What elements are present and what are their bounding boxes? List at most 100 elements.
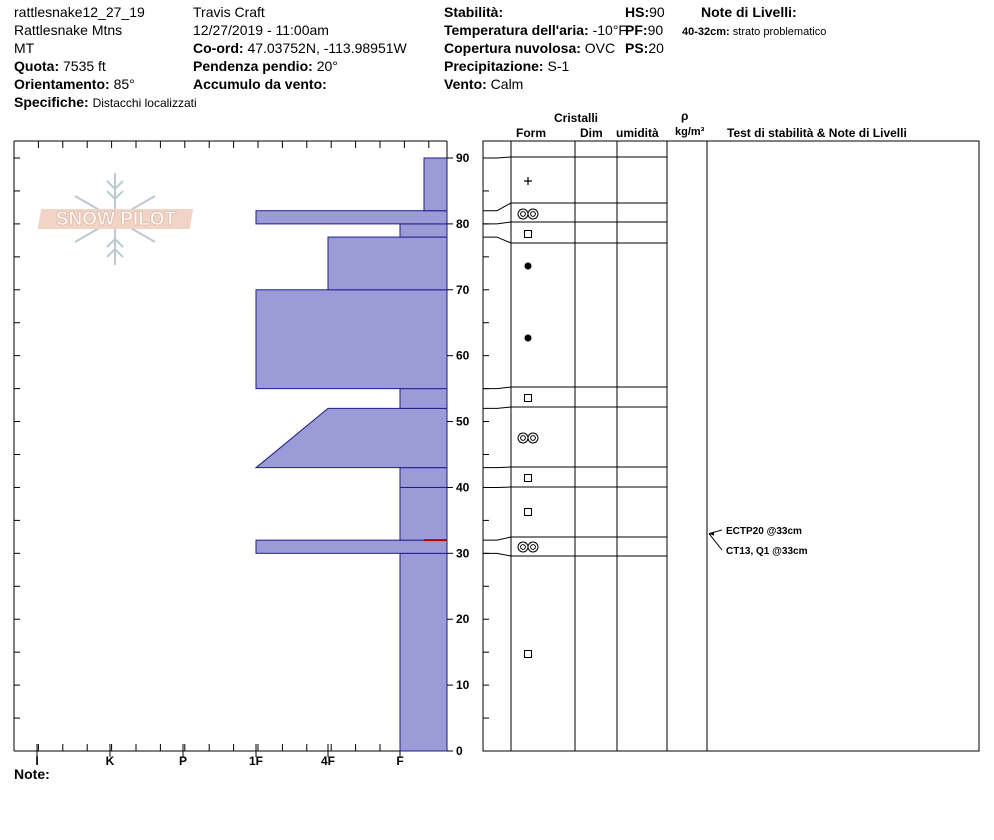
grain-symbol-rg xyxy=(524,334,532,342)
grain-symbol-sh-inner xyxy=(520,211,526,217)
grain-layer-boundary xyxy=(483,406,667,409)
wind-value: Calm xyxy=(490,76,524,92)
ps: PS:20 xyxy=(625,40,664,56)
hardness-layer xyxy=(399,552,448,752)
depth-label: 40 xyxy=(456,480,470,494)
mountain-range: Rattlesnake Mtns xyxy=(14,22,123,38)
col-tests: Test di stabilità & Note di Livelli xyxy=(727,126,907,140)
aspect-value: 85° xyxy=(113,76,135,92)
depth-label: 10 xyxy=(456,678,470,692)
hardness-label-I: I xyxy=(35,754,38,768)
col-dim: Dim xyxy=(580,126,603,140)
depth-label: 50 xyxy=(456,415,470,429)
col-density-unit: kg/m³ xyxy=(675,126,705,138)
hardness-layer xyxy=(399,388,448,409)
elevation: Quota: 7535 ft xyxy=(14,58,106,74)
layer-note-text: strato problematico xyxy=(732,26,827,38)
depth-label: 80 xyxy=(456,217,470,231)
air-temp: Temperatura dell'aria: -10°F xyxy=(444,22,627,38)
slope-value: 20° xyxy=(316,58,338,74)
depth-label: 20 xyxy=(456,612,470,626)
wind-label: Vento: xyxy=(444,76,487,92)
stability-test-leader xyxy=(708,533,723,551)
ps-label: PS: xyxy=(625,40,649,56)
air-temp-label: Temperatura dell'aria: xyxy=(444,22,589,38)
coord-label: Co-ord: xyxy=(193,40,244,56)
grain-symbol-sh-inner xyxy=(520,544,526,550)
aspect-label: Orientamento: xyxy=(14,76,110,92)
pf-value: 90 xyxy=(647,22,664,38)
elevation-label: Quota: xyxy=(14,58,60,74)
wind: Vento: Calm xyxy=(444,76,523,92)
layer-note-range: 40-32cm: xyxy=(682,26,730,38)
ps-value: 20 xyxy=(648,40,664,56)
slope: Pendenza pendio: 20° xyxy=(193,58,338,74)
coord-value: 47.03752N, -113.98951W xyxy=(247,40,407,56)
hardness-label-4F: 4F xyxy=(321,754,335,768)
sky: Copertura nuvolosa: OVC xyxy=(444,40,615,56)
grain-symbol-sh xyxy=(527,432,539,444)
grain-symbol-sh-inner xyxy=(530,211,536,217)
grain-symbol-fc xyxy=(524,650,532,658)
grain-symbol-sh-inner xyxy=(530,435,536,441)
hardness-label-K: K xyxy=(106,754,115,768)
pf-label: PF: xyxy=(625,22,648,38)
grain-symbol-sh xyxy=(517,432,529,444)
hardness-layer xyxy=(254,407,448,469)
hardness-layer xyxy=(255,539,448,554)
datetime: 12/27/2019 - 11:00am xyxy=(193,22,329,38)
aspect: Orientamento: 85° xyxy=(14,76,135,92)
grain-layer-boundary xyxy=(483,236,667,244)
hardness-layer xyxy=(423,157,448,212)
hardness-layer xyxy=(399,486,448,541)
grain-symbol-sh xyxy=(517,541,529,553)
hs-value: 90 xyxy=(649,4,665,20)
depth-label: 60 xyxy=(456,349,470,363)
grain-symbol-sh-inner xyxy=(520,435,526,441)
coordinates: Co-ord: 47.03752N, -113.98951W xyxy=(193,40,407,56)
depth-label: 30 xyxy=(456,546,470,560)
hardness-layer xyxy=(255,289,448,390)
hardness-layer xyxy=(399,467,448,488)
precip: Precipitazione: S-1 xyxy=(444,58,569,74)
col-rho: ρ xyxy=(681,109,689,123)
specifics-value: Distacchi localizzati xyxy=(92,96,197,110)
grain-layer-boundary xyxy=(483,202,667,212)
grain-symbol-fc xyxy=(524,230,532,238)
grain-layer-boundary xyxy=(483,466,667,469)
stability-test-arrow xyxy=(709,531,714,536)
grain-symbol-pp xyxy=(524,177,532,185)
depth-label: 90 xyxy=(456,151,470,165)
hardness-layer xyxy=(255,210,448,225)
layer-note: 40-32cm: strato problematico xyxy=(682,24,826,40)
hardness-label-P: P xyxy=(179,754,187,768)
grain-symbol-rg xyxy=(524,262,532,270)
grain-layer-boundary xyxy=(483,386,667,390)
grain-symbol-fc xyxy=(524,394,532,402)
sky-label: Copertura nuvolosa: xyxy=(444,40,581,56)
hardness-layer xyxy=(399,223,448,238)
grain-layer-boundary xyxy=(483,552,667,557)
col-form: Form xyxy=(516,126,546,140)
hardness-label-1F: 1F xyxy=(249,754,263,768)
precip-value: S-1 xyxy=(547,58,570,74)
sky-value: OVC xyxy=(584,40,616,56)
hardness-layer xyxy=(327,236,448,291)
hs: HS:90 xyxy=(625,4,665,20)
layer-notes-title: Note di Livelli: xyxy=(701,4,797,20)
stability-label: Stabilità: xyxy=(444,4,504,20)
observer: Travis Craft xyxy=(193,4,265,20)
grain-layer-boundary xyxy=(483,221,667,225)
grain-layer-boundary xyxy=(483,156,667,159)
precip-label: Precipitazione: xyxy=(444,58,544,74)
col-crystals: Cristalli xyxy=(554,111,599,125)
depth-label: 70 xyxy=(456,283,470,297)
grain-symbol-fc xyxy=(524,474,532,482)
grain-symbol-fc xyxy=(524,508,532,516)
grain-symbol-sh-inner xyxy=(530,544,536,550)
stability-test-label: ECTP20 @33cm xyxy=(726,526,802,537)
elevation-value: 7535 ft xyxy=(63,58,106,74)
grain-table-frame xyxy=(482,140,980,752)
state: MT xyxy=(14,40,35,56)
